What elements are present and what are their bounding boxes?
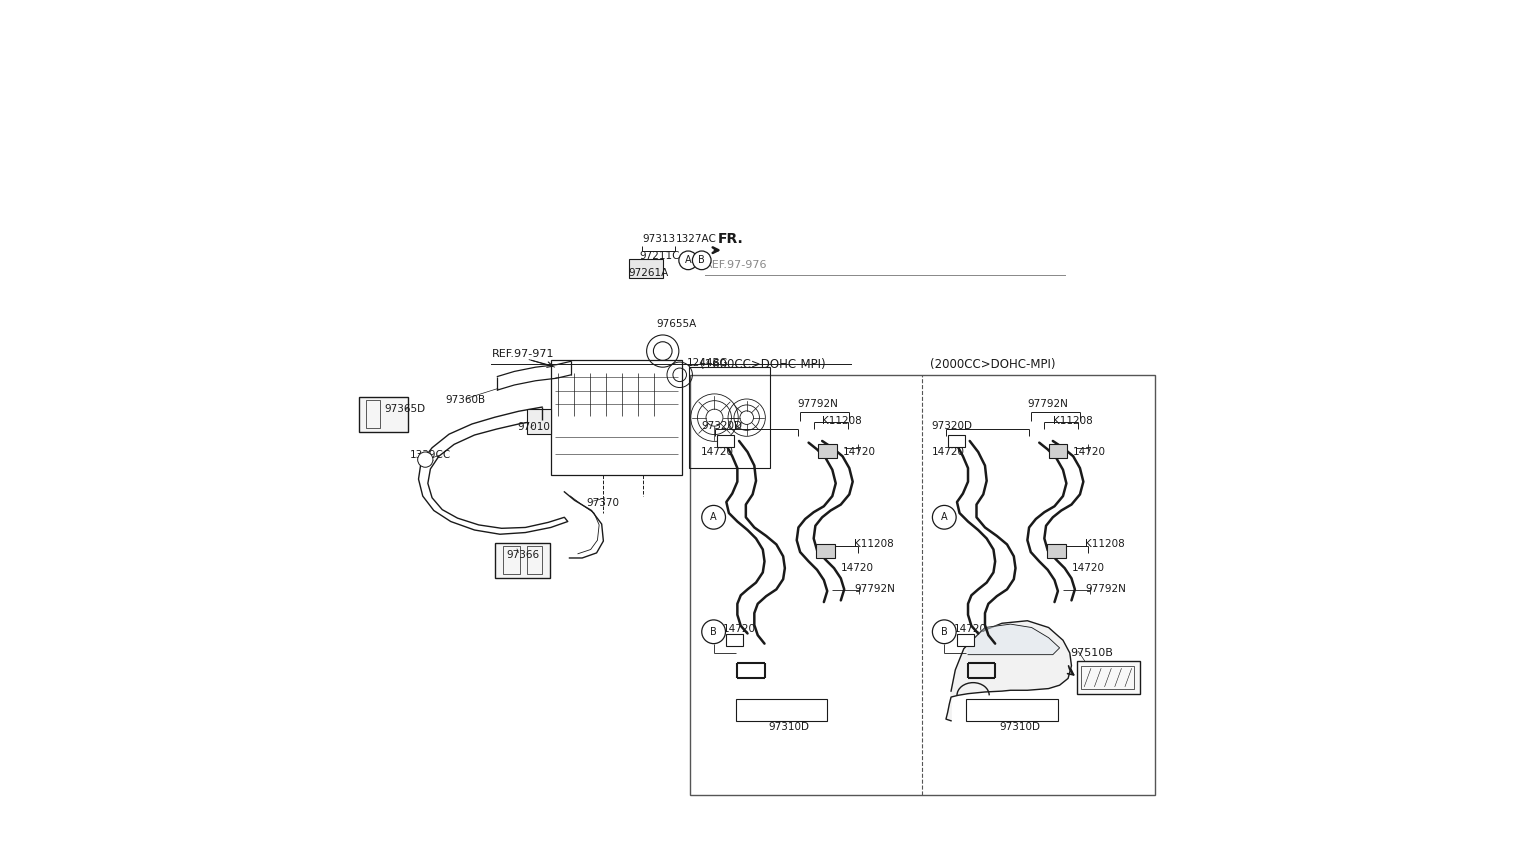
- Text: FR.: FR.: [717, 232, 743, 246]
- Bar: [816, 544, 835, 558]
- Bar: [503, 546, 520, 574]
- Text: 14720: 14720: [841, 563, 873, 573]
- Text: 14720: 14720: [842, 447, 876, 457]
- Text: (1600CC>DOHC-MPI): (1600CC>DOHC-MPI): [700, 359, 826, 371]
- Bar: [365, 400, 379, 428]
- Text: 1244BG: 1244BG: [687, 358, 728, 368]
- Text: 97365D: 97365D: [385, 404, 425, 414]
- Bar: [1081, 666, 1135, 689]
- Text: 97792N: 97792N: [797, 399, 838, 409]
- Bar: [1049, 444, 1067, 458]
- Circle shape: [417, 452, 433, 467]
- Bar: [957, 634, 974, 646]
- Text: 97310D: 97310D: [1000, 722, 1040, 732]
- Text: A: A: [711, 512, 717, 522]
- Text: 14720: 14720: [1072, 563, 1104, 573]
- Text: 97211C: 97211C: [639, 251, 679, 261]
- Bar: [948, 435, 965, 447]
- Text: 97010: 97010: [517, 421, 550, 432]
- Text: 97360B: 97360B: [445, 395, 486, 405]
- Bar: [1047, 544, 1066, 558]
- Bar: [690, 375, 1154, 795]
- Text: B: B: [711, 627, 717, 637]
- Bar: [628, 259, 662, 278]
- Text: 97510B: 97510B: [1070, 648, 1113, 658]
- Circle shape: [679, 251, 697, 270]
- Circle shape: [933, 505, 956, 529]
- Bar: [495, 543, 550, 578]
- Text: 14720: 14720: [1073, 447, 1105, 457]
- Text: 97366: 97366: [506, 550, 540, 561]
- Bar: [717, 435, 734, 447]
- Polygon shape: [946, 621, 1072, 721]
- Text: K11208: K11208: [1053, 416, 1093, 427]
- Text: 1327AC: 1327AC: [676, 234, 717, 244]
- Text: 97310D: 97310D: [769, 722, 810, 732]
- Text: 97792N: 97792N: [1027, 399, 1069, 409]
- Text: B: B: [699, 255, 705, 265]
- Text: 14720: 14720: [723, 624, 755, 634]
- Text: 97313: 97313: [642, 234, 676, 244]
- Bar: [966, 699, 1058, 721]
- Circle shape: [933, 620, 956, 644]
- Bar: [726, 634, 743, 646]
- Text: (2000CC>DOHC-MPI): (2000CC>DOHC-MPI): [930, 359, 1055, 371]
- Bar: [690, 367, 769, 468]
- Text: 97655A: 97655A: [657, 319, 697, 329]
- Polygon shape: [968, 624, 1060, 655]
- Bar: [528, 546, 543, 574]
- Text: A: A: [685, 255, 691, 265]
- Text: B: B: [940, 627, 948, 637]
- Text: 14720: 14720: [700, 447, 734, 457]
- Text: K11208: K11208: [823, 416, 862, 427]
- Text: 1339CC: 1339CC: [410, 450, 451, 460]
- Bar: [359, 397, 408, 432]
- Text: 14720: 14720: [954, 624, 986, 634]
- Text: 97320D: 97320D: [700, 421, 742, 431]
- Text: REF.97-971: REF.97-971: [491, 349, 553, 359]
- Bar: [1076, 661, 1141, 694]
- Circle shape: [702, 505, 725, 529]
- Text: 97261A: 97261A: [628, 268, 670, 278]
- Circle shape: [693, 251, 711, 270]
- Text: 97370: 97370: [587, 498, 619, 508]
- Text: K11208: K11208: [1086, 539, 1125, 550]
- Text: 97320D: 97320D: [931, 421, 972, 431]
- Circle shape: [702, 620, 725, 644]
- Text: REF.97-976: REF.97-976: [705, 259, 768, 270]
- Text: 14720: 14720: [931, 447, 965, 457]
- Text: 97792N: 97792N: [1086, 584, 1125, 594]
- Text: K11208: K11208: [855, 539, 894, 550]
- Bar: [735, 699, 827, 721]
- Bar: [818, 444, 836, 458]
- Text: 97792N: 97792N: [855, 584, 896, 594]
- Bar: [528, 409, 550, 434]
- Text: A: A: [940, 512, 948, 522]
- Bar: [550, 360, 682, 475]
